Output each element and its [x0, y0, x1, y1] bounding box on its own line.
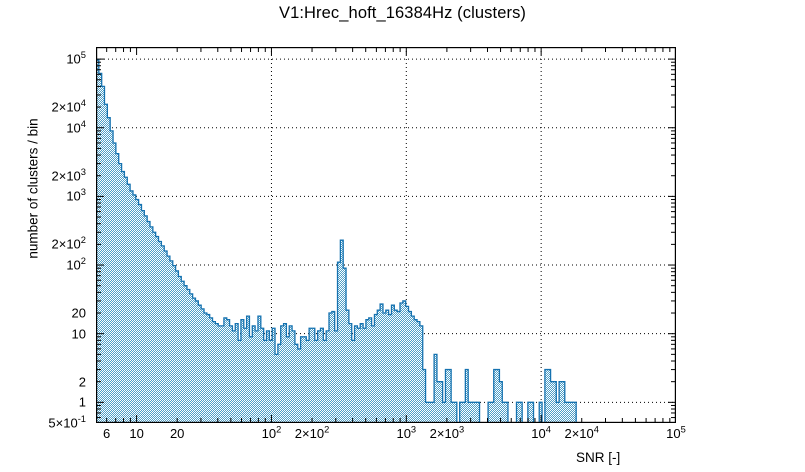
x-tick-label: 105 [666, 424, 686, 441]
histogram-outline [96, 59, 659, 423]
x-tick-label: 103 [396, 424, 417, 441]
y-axis-tick-labels: 105 2×104 104 2×103 103 2×102 102 20 10 2 1 5×10-1 [0, 47, 92, 431]
page-title: V1:Hrec_hoft_16384Hz (clusters) [278, 4, 527, 22]
y-tick-label: 5×10-1 [48, 414, 86, 431]
y-tick-label: 10 [71, 326, 86, 342]
histogram-svg [96, 47, 676, 423]
x-axis-tick-labels: 6 10 20 102 2×102 103 2×103 104 2×104 105 [96, 424, 686, 448]
plot-frame [96, 47, 676, 423]
y-tick-label: 102 [66, 256, 86, 273]
y-tick-label: 2×102 [51, 235, 87, 252]
x-axis-title: SNR [-] [576, 450, 621, 465]
y-tick-label: 103 [66, 187, 86, 204]
x-tick-label: 6 [103, 426, 111, 441]
histogram-plot-area [96, 47, 676, 423]
x-tick-label: 10 [129, 426, 144, 441]
y-tick-label: 2×103 [51, 166, 87, 184]
y-tick-label: 1 [78, 394, 86, 410]
y-tick-label: 2×104 [51, 98, 87, 115]
x-tick-label: 2×102 [294, 424, 330, 441]
x-tick-label: 104 [531, 424, 551, 441]
y-tick-label: 20 [71, 305, 86, 321]
x-tick-label: 102 [261, 424, 282, 441]
y-tick-label: 2 [78, 374, 86, 390]
y-tick-label: 105 [66, 50, 86, 67]
x-tick-label: 20 [169, 426, 185, 441]
x-tick-label: 2×104 [564, 424, 599, 441]
x-tick-label: 2×103 [429, 424, 465, 441]
y-tick-label: 104 [66, 118, 86, 136]
